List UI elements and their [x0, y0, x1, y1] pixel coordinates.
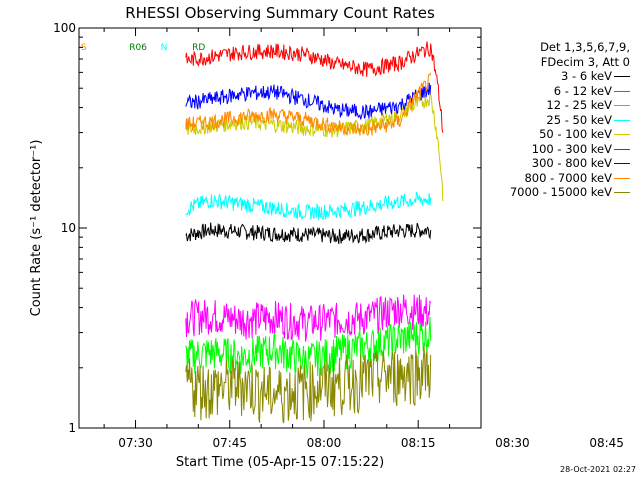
legend-entry-label: 6 - 12 keV — [553, 83, 612, 98]
chart-title: RHESSI Observing Summary Count Rates — [125, 4, 435, 22]
legend-entry: 50 - 100 keV — [484, 127, 638, 142]
annotation-label: R06 — [129, 43, 147, 53]
legend-entry-label: 100 - 300 keV — [531, 141, 612, 156]
legend-swatch — [614, 76, 630, 77]
legend-entry: 25 - 50 keV — [484, 113, 638, 128]
y-tick-label: 1 — [68, 421, 76, 435]
annotation-label: RD — [192, 43, 205, 53]
series-line — [185, 222, 432, 244]
x-tick-label: 07:45 — [212, 436, 247, 450]
annotation-label: N — [161, 43, 168, 53]
legend-entry-label: 12 - 25 keV — [546, 98, 612, 112]
series-100-300keV — [185, 41, 444, 133]
legend-entry: 300 - 800 keV — [484, 156, 638, 171]
x-tick-label: 08:00 — [307, 436, 342, 450]
legend-swatch — [614, 192, 630, 193]
legend-swatch — [614, 105, 630, 106]
series-line — [185, 294, 432, 342]
series-line — [185, 191, 432, 221]
series-300-800keV — [185, 82, 432, 120]
legend-entry: 3 - 6 keV — [484, 69, 638, 84]
legend-entry-label: 800 - 7000 keV — [524, 170, 612, 185]
y-axis-label: Count Rate (s⁻¹ detector⁻¹) — [29, 140, 44, 317]
legend-header-line-1: Det 1,3,5,6,7,9, — [540, 40, 630, 54]
annotation-label: S — [81, 43, 87, 53]
legend-header-line-2: FDecim 3, Att 0 — [540, 54, 630, 69]
x-tick-label: 07:30 — [118, 436, 153, 450]
x-axis-label: Start Time (05-Apr-15 07:15:22) — [176, 455, 384, 470]
legend-entry: 6 - 12 keV — [484, 84, 638, 99]
x-tick-label: 08:45 — [589, 436, 624, 450]
y-tick-label: 10 — [61, 221, 76, 235]
legend-entry-label: 7000 - 15000 keV — [509, 185, 612, 199]
series-50-100keV — [185, 91, 444, 202]
generated-timestamp: 28-Oct-2021 02:27 — [560, 465, 636, 474]
series-line — [185, 91, 444, 202]
legend-entry-label: 3 - 6 keV — [561, 69, 612, 83]
legend-swatch — [614, 177, 630, 179]
series-25-50keV — [185, 191, 432, 221]
legend-entry: 7000 - 15000 keV — [484, 185, 638, 200]
x-tick-label: 08:30 — [495, 436, 530, 450]
legend-swatch — [614, 90, 630, 92]
x-tick-label: 08:15 — [401, 436, 436, 450]
series-line — [185, 345, 432, 424]
series-6-12keV — [185, 294, 432, 342]
series-line — [185, 41, 444, 133]
legend-entry-label: 25 - 50 keV — [546, 112, 612, 127]
legend-entry: 12 - 25 keV — [484, 98, 638, 113]
legend: Det 1,3,5,6,7,9, FDecim 3, Att 0 3 - 6 k… — [484, 40, 638, 200]
legend-entry: 100 - 300 keV — [484, 142, 638, 157]
legend-swatch — [614, 119, 630, 121]
series-line — [185, 72, 432, 136]
legend-swatch — [614, 134, 630, 135]
legend-swatch — [614, 163, 630, 164]
y-tick-label: 100 — [53, 21, 76, 35]
series-line — [185, 82, 432, 120]
series-7000-15000keV — [185, 345, 432, 424]
series-3-6keV — [185, 222, 432, 244]
legend-entry: 800 - 7000 keV — [484, 171, 638, 186]
legend-entry-label: 50 - 100 keV — [539, 127, 612, 141]
legend-entry-label: 300 - 800 keV — [531, 156, 612, 170]
legend-swatch — [614, 148, 630, 150]
series-800-7000keV — [185, 72, 432, 136]
